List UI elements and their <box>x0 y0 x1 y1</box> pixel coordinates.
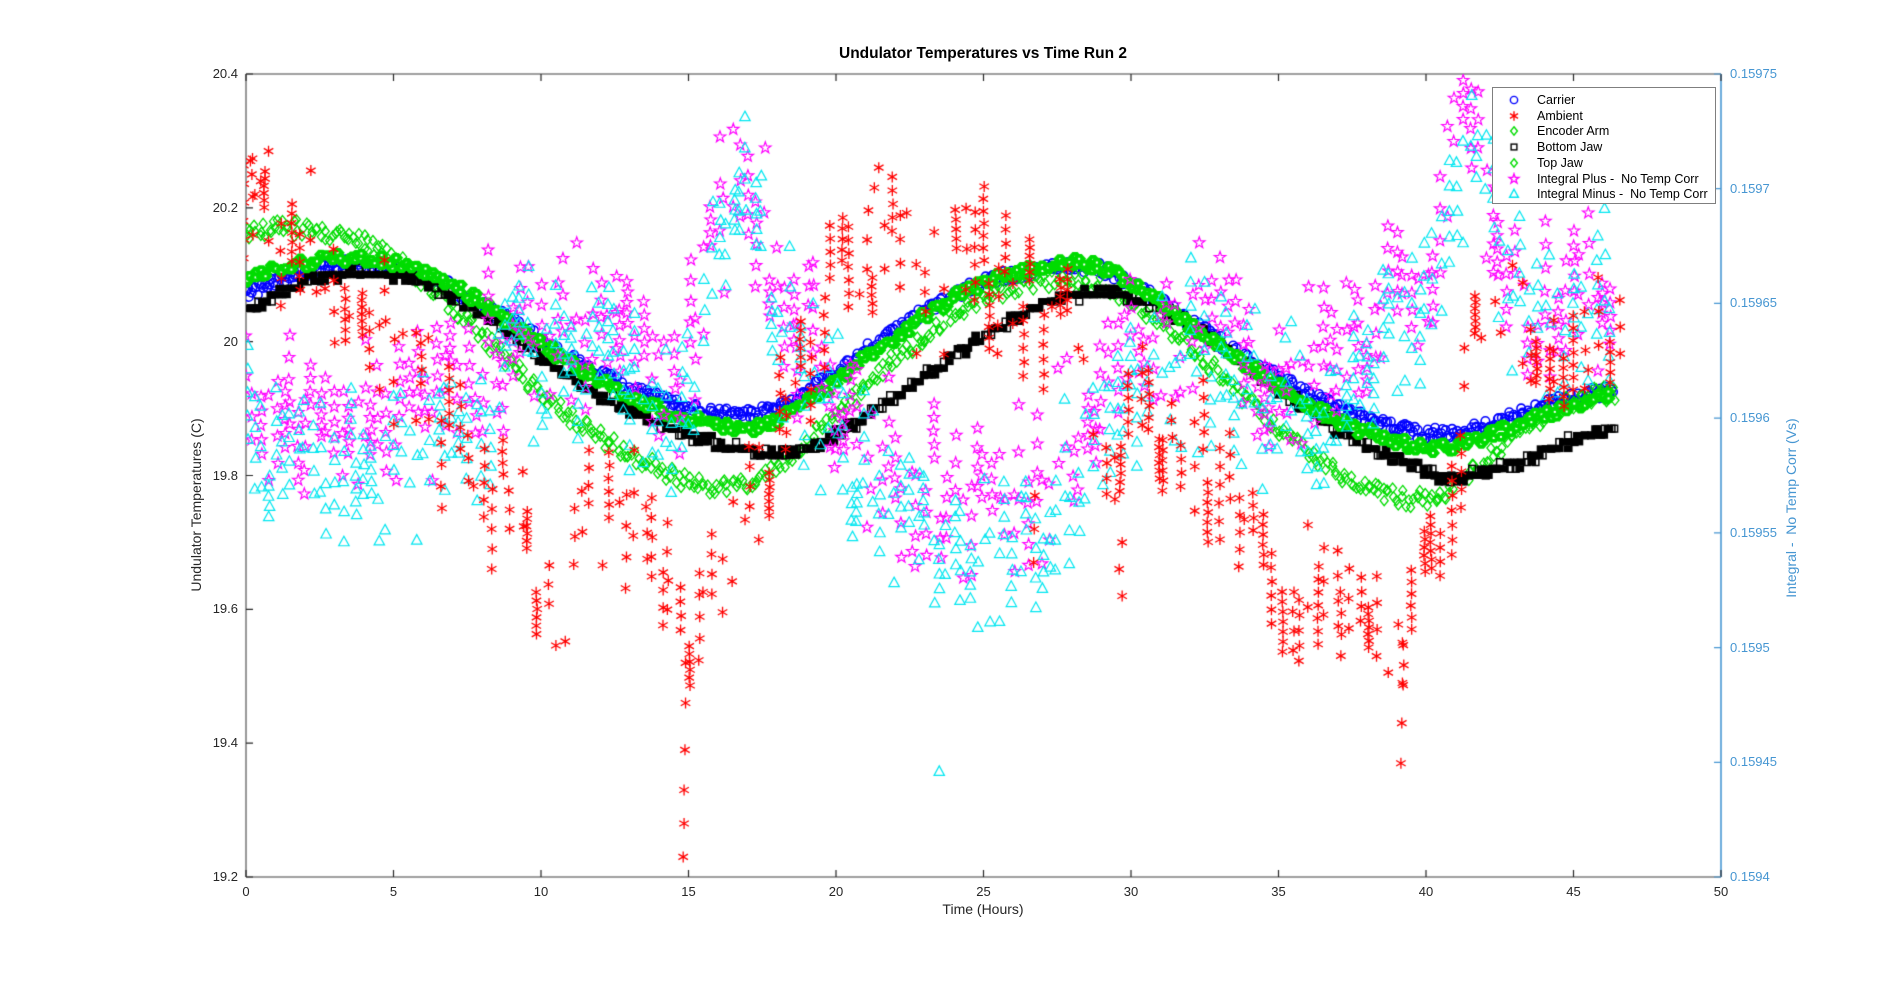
legend-label: Top Jaw <box>1537 155 1583 170</box>
legend-label: Integral Minus - No Temp Corr <box>1537 187 1708 202</box>
diamond-icon <box>1503 124 1525 139</box>
legend-label: Ambient <box>1537 108 1583 123</box>
legend-item-intplus: Integral Plus - No Temp Corr <box>1493 171 1699 187</box>
legend-label: Encoder Arm <box>1537 124 1610 139</box>
legend-item-intminus: Integral Minus - No Temp Corr <box>1493 186 1708 202</box>
legend: Carrier Ambient Encoder Arm Bottom Jaw Top J… <box>1492 87 1716 204</box>
x-tick-label: 15 <box>681 884 696 899</box>
y-right-tick-label: 0.1595 <box>1730 639 1770 655</box>
y-right-tick-label: 0.15965 <box>1730 295 1777 311</box>
y-left-tick-label: 19.6 <box>212 601 238 617</box>
x-tick-label: 50 <box>1713 884 1729 899</box>
y-left-tick-label: 20.2 <box>212 199 238 215</box>
x-tick-label: 5 <box>389 884 398 899</box>
pentagram-icon <box>1503 171 1525 186</box>
x-tick-label: 25 <box>976 884 991 899</box>
y-left-tick-label: 20 <box>223 333 238 349</box>
y-axis-label-right: Integral - No Temp Corr (Vs) <box>1783 418 1799 598</box>
y-left-tick-label: 19.4 <box>212 735 238 751</box>
x-tick-label: 0 <box>242 884 250 899</box>
x-tick-label: 20 <box>828 884 844 899</box>
x-tick-label: 45 <box>1566 884 1581 899</box>
x-tick-label: 10 <box>533 884 549 899</box>
y-left-tick-label: 19.8 <box>212 467 238 483</box>
x-axis-label: Time (Hours) <box>942 901 1024 917</box>
y-right-tick-label: 0.1594 <box>1730 869 1770 884</box>
y-axis-label-left: Undulator Temperatures (C) <box>188 418 204 592</box>
chart-title: Undulator Temperatures vs Time Run 2 <box>839 45 1127 62</box>
legend-label: Carrier <box>1537 93 1576 107</box>
y-right-tick-label: 0.1596 <box>1730 410 1770 426</box>
square-icon <box>1503 140 1525 155</box>
legend-item-encoder: Encoder Arm <box>1493 123 1609 139</box>
x-tick-label: 40 <box>1418 884 1434 899</box>
legend-item-topjaw: Top Jaw <box>1493 155 1583 171</box>
diamond-icon <box>1503 155 1525 170</box>
y-right-tick-label: 0.15945 <box>1730 754 1777 770</box>
legend-item-bottomjaw: Bottom Jaw <box>1493 139 1602 155</box>
y-right-tick-label: 0.15975 <box>1730 66 1777 81</box>
x-tick-label: 30 <box>1123 884 1139 899</box>
legend-label: Integral Plus - No Temp Corr <box>1537 171 1699 186</box>
legend-label: Bottom Jaw <box>1537 140 1603 155</box>
legend-item-ambient: Ambient <box>1493 108 1583 124</box>
asterisk-icon <box>1503 108 1525 123</box>
y-left-tick-label: 19.2 <box>212 869 238 884</box>
legend-item-carrier: Carrier <box>1493 92 1575 108</box>
y-right-tick-label: 0.1597 <box>1730 180 1770 196</box>
x-tick-label: 35 <box>1271 884 1286 899</box>
y-left-tick-label: 20.4 <box>212 66 238 81</box>
y-right-tick-label: 0.15955 <box>1730 524 1777 540</box>
circle-icon <box>1503 93 1525 107</box>
triangle-icon <box>1503 187 1525 202</box>
